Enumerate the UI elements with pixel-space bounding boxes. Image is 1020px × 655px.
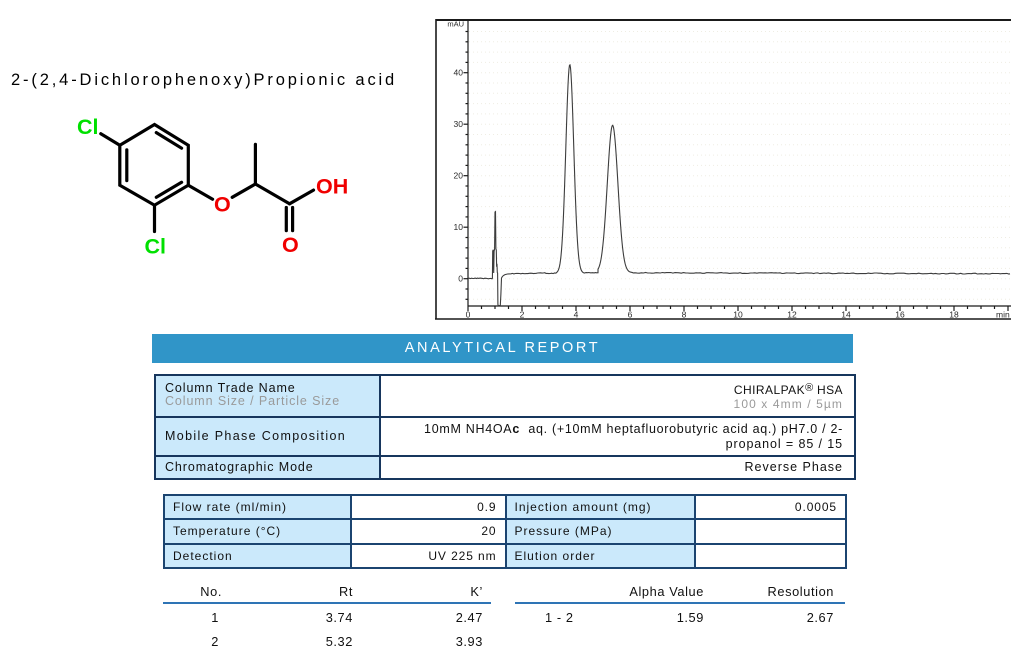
svg-text:16: 16	[895, 310, 905, 320]
svg-text:2: 2	[520, 310, 525, 320]
svg-text:20: 20	[454, 171, 464, 181]
svg-text:OH: OH	[316, 175, 348, 199]
svg-text:40: 40	[454, 68, 464, 78]
svg-text:30: 30	[454, 119, 464, 129]
svg-text:14: 14	[841, 310, 851, 320]
svg-text:12: 12	[787, 310, 797, 320]
svg-text:min: min	[996, 310, 1010, 320]
svg-text:O: O	[282, 233, 299, 257]
svg-text:0: 0	[466, 310, 471, 320]
svg-text:0: 0	[458, 274, 463, 284]
svg-text:mAU: mAU	[447, 20, 464, 29]
svg-text:6: 6	[628, 310, 633, 320]
svg-text:O: O	[214, 192, 231, 216]
svg-text:10: 10	[454, 222, 464, 232]
svg-text:8: 8	[682, 310, 687, 320]
svg-text:4: 4	[574, 310, 579, 320]
svg-text:18: 18	[949, 310, 959, 320]
svg-text:10: 10	[733, 310, 743, 320]
svg-text:Cl: Cl	[77, 115, 99, 139]
svg-text:Cl: Cl	[145, 235, 167, 259]
